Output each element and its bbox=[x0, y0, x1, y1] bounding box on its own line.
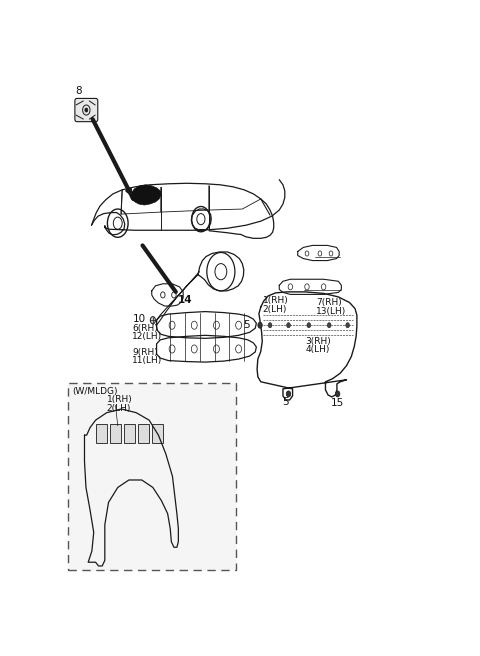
Polygon shape bbox=[131, 185, 161, 205]
Circle shape bbox=[268, 323, 272, 328]
Text: 1(RH): 1(RH) bbox=[107, 395, 132, 404]
Circle shape bbox=[286, 391, 291, 397]
Text: 5: 5 bbox=[283, 397, 289, 407]
Text: 9(RH): 9(RH) bbox=[132, 348, 158, 357]
Text: 1(RH): 1(RH) bbox=[263, 297, 288, 306]
Text: 15: 15 bbox=[331, 398, 344, 408]
FancyBboxPatch shape bbox=[68, 383, 236, 569]
Text: 4(LH): 4(LH) bbox=[305, 345, 329, 354]
Text: 2(LH): 2(LH) bbox=[263, 304, 287, 314]
Text: 5: 5 bbox=[243, 319, 250, 330]
Circle shape bbox=[327, 323, 331, 328]
Text: 12(LH): 12(LH) bbox=[132, 332, 162, 341]
Bar bbox=[124, 424, 135, 443]
Circle shape bbox=[85, 108, 88, 112]
Text: 8: 8 bbox=[75, 86, 82, 96]
Text: 11(LH): 11(LH) bbox=[132, 356, 162, 365]
Text: 2(LH): 2(LH) bbox=[107, 405, 131, 413]
Circle shape bbox=[258, 322, 262, 328]
Bar bbox=[138, 424, 149, 443]
Text: 6(RH): 6(RH) bbox=[132, 324, 158, 333]
Bar bbox=[109, 424, 120, 443]
Circle shape bbox=[150, 317, 156, 323]
Text: 7(RH): 7(RH) bbox=[316, 298, 342, 308]
Circle shape bbox=[336, 391, 340, 397]
Text: 10: 10 bbox=[133, 314, 146, 323]
Circle shape bbox=[307, 323, 311, 328]
Bar bbox=[152, 424, 163, 443]
FancyBboxPatch shape bbox=[75, 98, 98, 121]
Bar bbox=[96, 424, 107, 443]
Text: (W/MLDG): (W/MLDG) bbox=[72, 388, 118, 396]
Text: 13(LH): 13(LH) bbox=[316, 306, 347, 316]
Circle shape bbox=[287, 323, 290, 328]
Text: 3(RH): 3(RH) bbox=[305, 337, 331, 346]
Circle shape bbox=[346, 323, 349, 328]
Text: 14: 14 bbox=[178, 295, 192, 305]
